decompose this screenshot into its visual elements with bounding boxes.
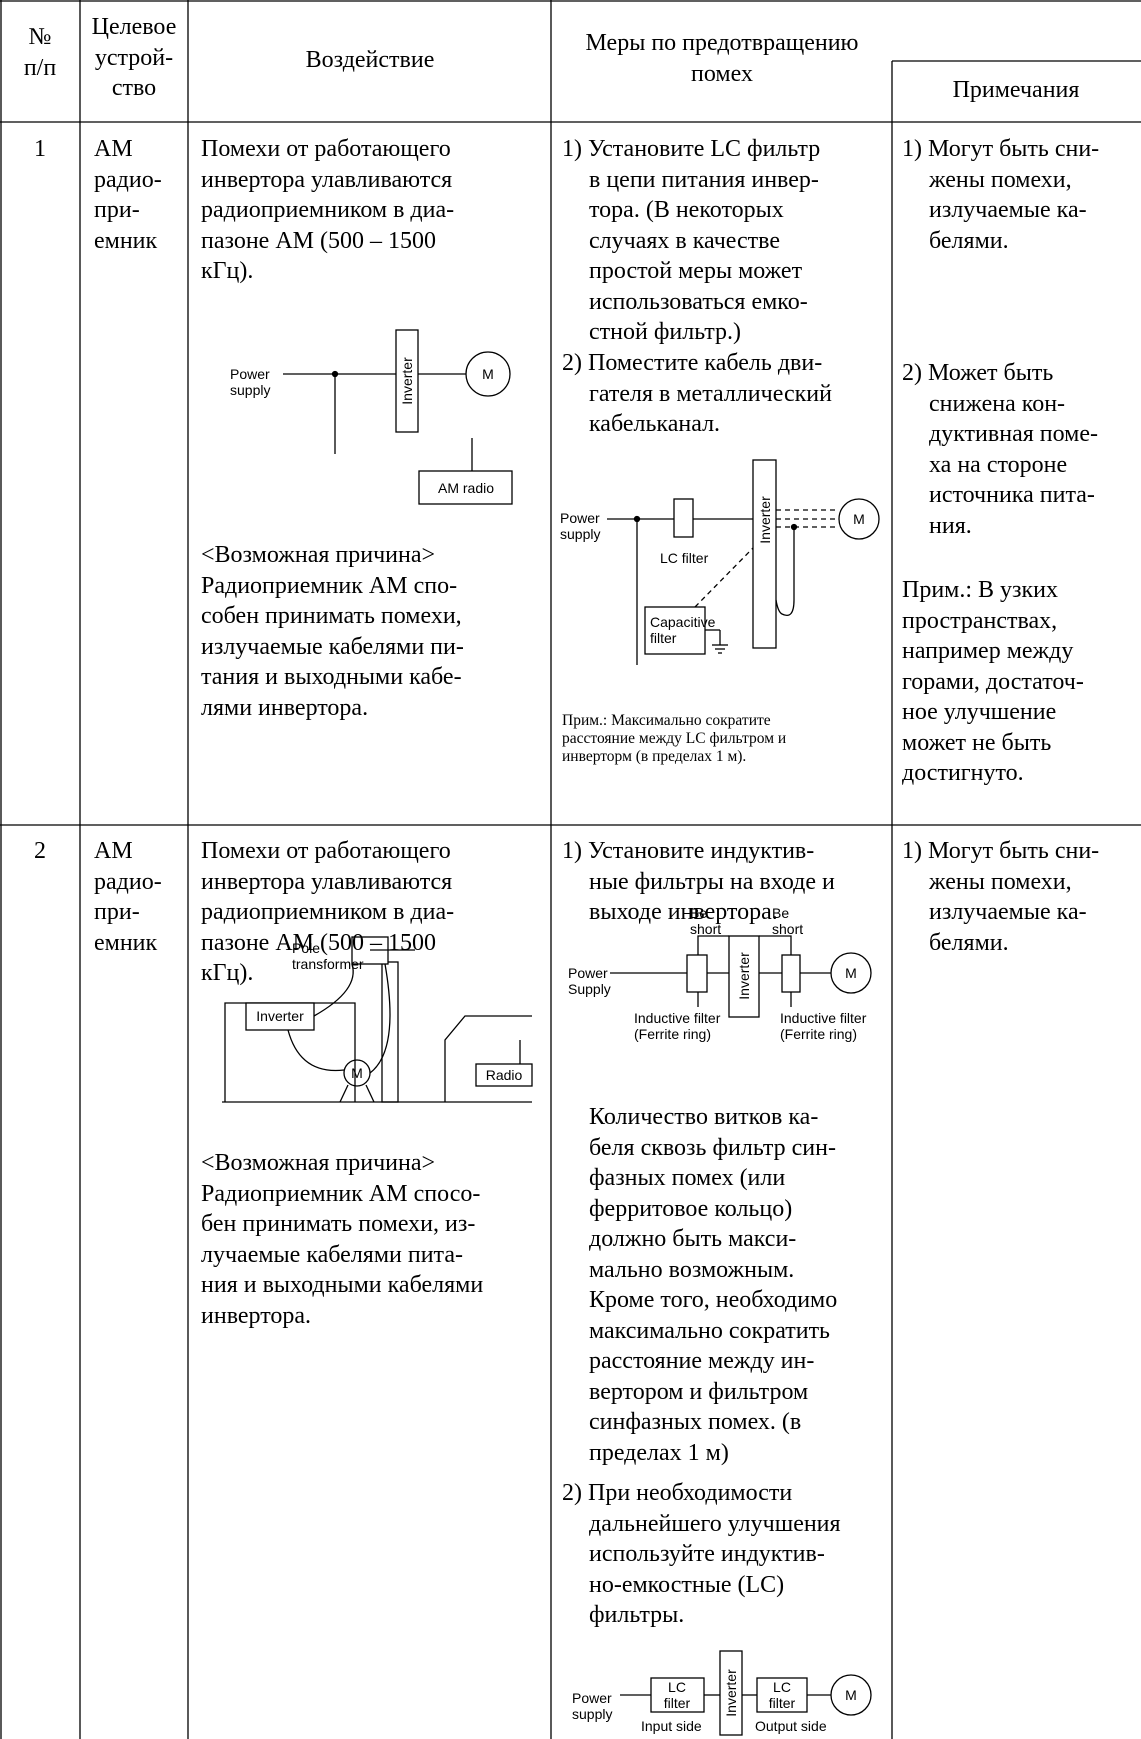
diagram-inductive-filters bbox=[610, 935, 872, 1018]
diagram-label: Input side bbox=[641, 1718, 702, 1734]
target-device: AM радио- при- емник bbox=[94, 136, 162, 254]
diagram-label: LC filter bbox=[768, 1679, 796, 1711]
diagram-label: M bbox=[845, 1687, 857, 1703]
diagram-label: Power supply bbox=[230, 366, 271, 398]
diagram-label: Inverter bbox=[256, 1008, 304, 1024]
effect-text: Помехи от работающего инвертора улавлива… bbox=[201, 838, 455, 986]
header-effect: Воздействие bbox=[305, 47, 435, 73]
diagram-label: Power supply bbox=[560, 510, 601, 542]
diagram-label: M bbox=[845, 965, 857, 981]
possible-cause: <Возможная причина> Радиоприемник АМ спо… bbox=[201, 542, 464, 721]
possible-cause: <Возможная причина> Радиоприемник АМ спо… bbox=[201, 1150, 484, 1329]
diagram-label: Be short bbox=[772, 905, 804, 937]
row-number: 1 bbox=[34, 136, 46, 162]
measure-note: Прим.: Максимально сократите расстояние … bbox=[562, 712, 787, 765]
diagram-label: LC filter bbox=[660, 550, 709, 566]
diagram-label: Inverter bbox=[736, 952, 752, 1000]
diagram-label: LC filter bbox=[663, 1679, 691, 1711]
diagram-label: Inverter bbox=[399, 357, 415, 405]
diagram-lc-filters bbox=[620, 1650, 872, 1736]
note-item: 1) Могут быть сни- жены помехи, излучаем… bbox=[902, 838, 1100, 956]
diagram-lc-filter bbox=[607, 459, 880, 665]
diagram-label: AM radio bbox=[437, 480, 495, 496]
diagram-label: Inverter bbox=[723, 1669, 739, 1717]
note-remark: Прим.: В узких пространствах, например м… bbox=[902, 577, 1084, 786]
note-item: 1) Могут быть сни- жены помехи, излучаем… bbox=[902, 136, 1100, 254]
measure-text: Количество витков ка- беля сквозь фильтр… bbox=[589, 1104, 838, 1466]
diagram-label: Be short bbox=[690, 905, 722, 937]
diagram-label: Output side bbox=[755, 1718, 827, 1734]
diagram-label: Power Supply bbox=[568, 965, 611, 997]
diagram-label: Pole transformer bbox=[292, 940, 364, 972]
diagram-label: Power supply bbox=[572, 1690, 613, 1722]
diagram-label: Inductive filter (Ferrite ring) bbox=[780, 1010, 867, 1042]
diagram-am-radio bbox=[283, 329, 513, 505]
measure-item: 2) Поместите кабель дви- гателя в металл… bbox=[562, 350, 832, 437]
note-item: 2) Может быть снижена кон- дуктивная пом… bbox=[902, 360, 1098, 539]
diagram-label: Inductive filter (Ferrite ring) bbox=[634, 1010, 721, 1042]
measure-item: 2) При необходимости дальнейшего улучшен… bbox=[562, 1480, 841, 1628]
header-notes: Примечания bbox=[952, 77, 1080, 103]
diagram-label: Radio bbox=[485, 1067, 523, 1083]
measure-item: 1) Установите индуктив- ные фильтры на в… bbox=[562, 838, 835, 925]
diagram-label: M bbox=[482, 366, 494, 382]
header-measures: Меры по предотвращению помех bbox=[585, 30, 859, 87]
diagram-label: Capacitive filter bbox=[650, 614, 716, 646]
effect-text: Помехи от работающего инвертора улавлива… bbox=[201, 136, 455, 284]
header-device: Целевое устрой- ство bbox=[91, 14, 177, 101]
header-number: № п/п bbox=[23, 24, 57, 81]
measure-item: 1) Установите LC фильтр в цепи питания и… bbox=[562, 136, 821, 345]
diagram-pole-transformer bbox=[222, 936, 533, 1103]
diagram-label: M bbox=[853, 511, 865, 527]
row-number: 2 bbox=[34, 838, 46, 864]
target-device: AM радио- при- емник bbox=[94, 838, 162, 956]
diagram-label: Inverter bbox=[757, 496, 773, 544]
diagram-label: M bbox=[351, 1065, 363, 1081]
